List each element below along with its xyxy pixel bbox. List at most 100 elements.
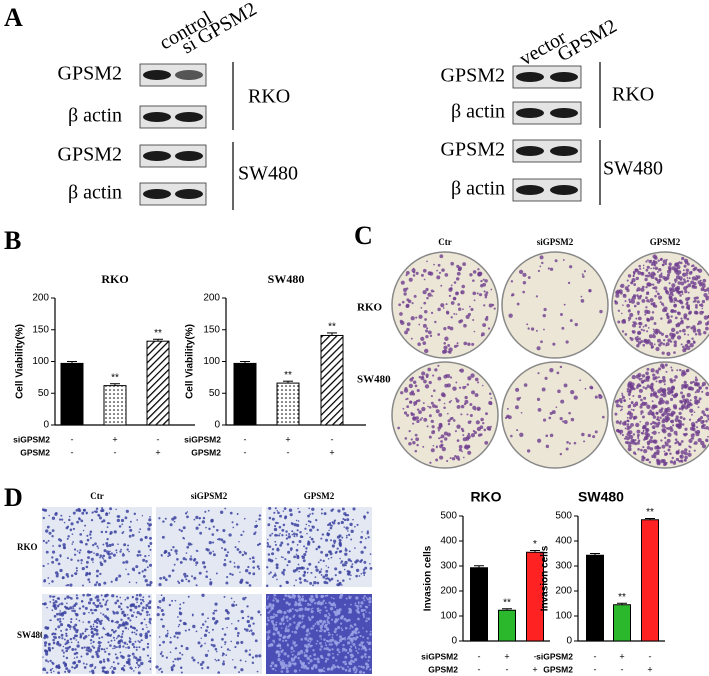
colony-dot	[683, 371, 687, 376]
colony-dot	[627, 392, 631, 397]
invasion-cell	[326, 618, 329, 622]
invasion-cell	[139, 528, 142, 531]
colony-dot	[630, 408, 633, 411]
invasion-cell	[328, 623, 331, 625]
invasion-cell	[333, 519, 337, 522]
colony-dot	[424, 318, 427, 321]
colony-dot	[570, 389, 575, 395]
colony-dot	[652, 305, 655, 308]
invasion-cell	[75, 618, 78, 620]
colony-dot	[682, 273, 685, 276]
invasion-cell	[350, 656, 353, 659]
colony-dot	[667, 319, 673, 324]
colony-dot	[556, 371, 560, 375]
invasion-cell	[349, 627, 351, 630]
invasion-cell	[287, 560, 291, 564]
invasion-cell	[328, 633, 331, 636]
colony-dot	[653, 286, 658, 290]
colony-dot	[661, 413, 665, 417]
invasion-cell	[366, 637, 370, 640]
invasion-cell	[111, 628, 114, 632]
colony-dot	[461, 284, 466, 289]
invasion-cell	[106, 550, 110, 554]
colony-dot	[515, 387, 520, 392]
invasion-cell	[307, 616, 310, 619]
colony-dot	[637, 313, 640, 316]
colony-dot	[428, 435, 432, 439]
colony-dot	[642, 455, 645, 458]
invasion-cell	[147, 602, 150, 605]
invasion-cell	[199, 531, 203, 535]
colony-dot	[639, 267, 642, 270]
invasion-cell	[315, 519, 318, 522]
invasion-cell	[80, 562, 83, 564]
colony-dot	[510, 280, 514, 283]
colony-dot	[541, 261, 544, 265]
invasion-cell	[344, 648, 348, 652]
invasion-cell	[281, 571, 285, 575]
invasion-cell	[158, 517, 161, 520]
invasion-cell	[65, 632, 68, 635]
invasion-cell	[132, 569, 136, 572]
colony-dot	[628, 430, 633, 435]
significance: **	[111, 372, 119, 383]
colony-dot	[697, 438, 702, 443]
invasion-cell	[48, 648, 51, 652]
colony-dot	[674, 417, 679, 423]
colony-dot	[440, 284, 443, 287]
invasion-cell	[148, 583, 152, 587]
invasion-cell	[340, 562, 342, 564]
invasion-cell	[285, 530, 288, 533]
invasion-cell	[89, 663, 93, 668]
invasion-cell	[74, 623, 78, 627]
invasion-cell	[106, 537, 109, 541]
invasion-cell	[79, 635, 82, 639]
colony-dot	[541, 387, 546, 392]
invasion-cell	[312, 540, 315, 544]
invasion-cell	[79, 633, 82, 636]
colony-dot	[416, 388, 420, 393]
invasion-cell	[51, 647, 54, 650]
bar	[586, 554, 604, 642]
invasion-cell	[44, 650, 49, 654]
colony-dot	[676, 262, 679, 264]
colony-dot	[645, 376, 649, 380]
colony-dot	[438, 437, 441, 440]
invasion-cell	[358, 648, 360, 650]
invasion-cell	[365, 611, 367, 613]
invasion-cell	[274, 626, 278, 631]
invasion-cell	[228, 533, 232, 537]
invasion-cell	[57, 664, 61, 667]
invasion-cell	[271, 552, 275, 556]
invasion-cell	[116, 636, 119, 638]
invasion-cell	[137, 550, 141, 554]
invasion-cell	[188, 628, 191, 631]
invasion-cell	[50, 671, 53, 674]
invasion-cell	[350, 565, 354, 569]
bar	[498, 609, 516, 642]
invasion-cell	[285, 667, 289, 670]
colony-dot	[580, 299, 585, 303]
invasion-cell	[115, 656, 119, 660]
invasion-cell	[359, 670, 363, 674]
colony-dot	[671, 294, 674, 297]
invasion-cell	[326, 620, 330, 624]
colony-dot	[640, 271, 644, 275]
invasion-cell	[204, 510, 207, 513]
invasion-cell	[364, 517, 366, 520]
colony-dot	[673, 379, 676, 382]
colony-dot	[460, 404, 465, 409]
invasion-cell	[350, 659, 353, 663]
colony-dot	[470, 307, 474, 312]
invasion-cell	[306, 567, 309, 570]
invasion-cell	[129, 609, 132, 611]
colony-dot	[416, 408, 420, 411]
colony-dot	[625, 436, 630, 441]
invasion-cell	[43, 636, 46, 640]
colony-dot	[421, 371, 426, 376]
invasion-cell	[145, 607, 148, 610]
invasion-cell	[363, 608, 366, 612]
invasion-cell	[273, 511, 276, 514]
invasion-cell	[46, 671, 49, 674]
invasion-cell	[166, 632, 169, 635]
